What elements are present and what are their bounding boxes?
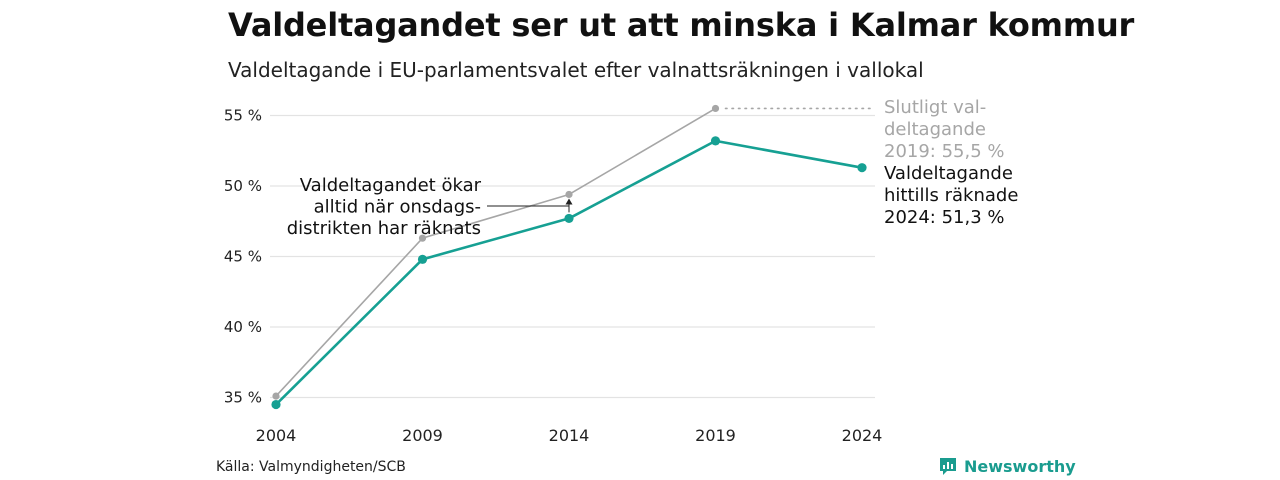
final-turnout-point bbox=[418, 234, 427, 242]
x-tick-label: 2024 bbox=[842, 426, 883, 445]
x-tick-label: 2014 bbox=[549, 426, 590, 445]
final-turnout-point bbox=[711, 104, 720, 113]
newsworthy-logo-text: Newsworthy bbox=[964, 456, 1076, 476]
counted-turnout-point bbox=[710, 136, 721, 146]
gap-annotation: distrikten har räknats bbox=[287, 218, 481, 239]
counted-turnout-label: Valdeltagande bbox=[884, 163, 1013, 184]
final-turnout-label: deltagande bbox=[884, 119, 986, 140]
counted-turnout-point bbox=[271, 399, 281, 410]
counted-turnout-label: 2024: 51,3 % bbox=[884, 207, 1005, 228]
final-turnout-point bbox=[565, 190, 573, 199]
counted-turnout-point bbox=[564, 213, 574, 224]
final-turnout-label: 2019: 55,5 % bbox=[884, 141, 1005, 162]
newsworthy-logo-icon bbox=[940, 458, 956, 475]
gap-annotation: Valdeltagandet ökar bbox=[300, 175, 482, 196]
gap-arrow-head bbox=[565, 198, 573, 205]
counted-turnout-point bbox=[857, 163, 867, 173]
final-turnout-point bbox=[272, 392, 280, 400]
final-turnout-line bbox=[275, 107, 717, 397]
y-tick-label: 55 % bbox=[224, 107, 262, 125]
x-tick-label: 2004 bbox=[256, 426, 297, 445]
final-turnout-label: Slutligt val- bbox=[884, 97, 986, 118]
gap-annotation: alltid när onsdags- bbox=[314, 197, 481, 218]
source-note: Källa: Valmyndigheten/SCB bbox=[216, 459, 406, 475]
y-tick-label: 45 % bbox=[224, 248, 262, 266]
y-tick-label: 50 % bbox=[224, 177, 262, 195]
x-tick-label: 2019 bbox=[695, 426, 736, 445]
counted-turnout-point bbox=[417, 254, 428, 264]
y-tick-label: 40 % bbox=[224, 318, 262, 336]
counted-turnout-label: hittills räknade bbox=[884, 185, 1018, 206]
newsworthy-logo: Newsworthy bbox=[938, 456, 1076, 476]
x-tick-label: 2009 bbox=[402, 426, 443, 445]
y-tick-label: 35 % bbox=[224, 389, 262, 407]
chart-subtitle: Valdeltagande i EU-parlamentsvalet efter… bbox=[228, 58, 924, 82]
chart-title: Valdeltagandet ser ut att minska i Kalma… bbox=[228, 6, 1135, 44]
